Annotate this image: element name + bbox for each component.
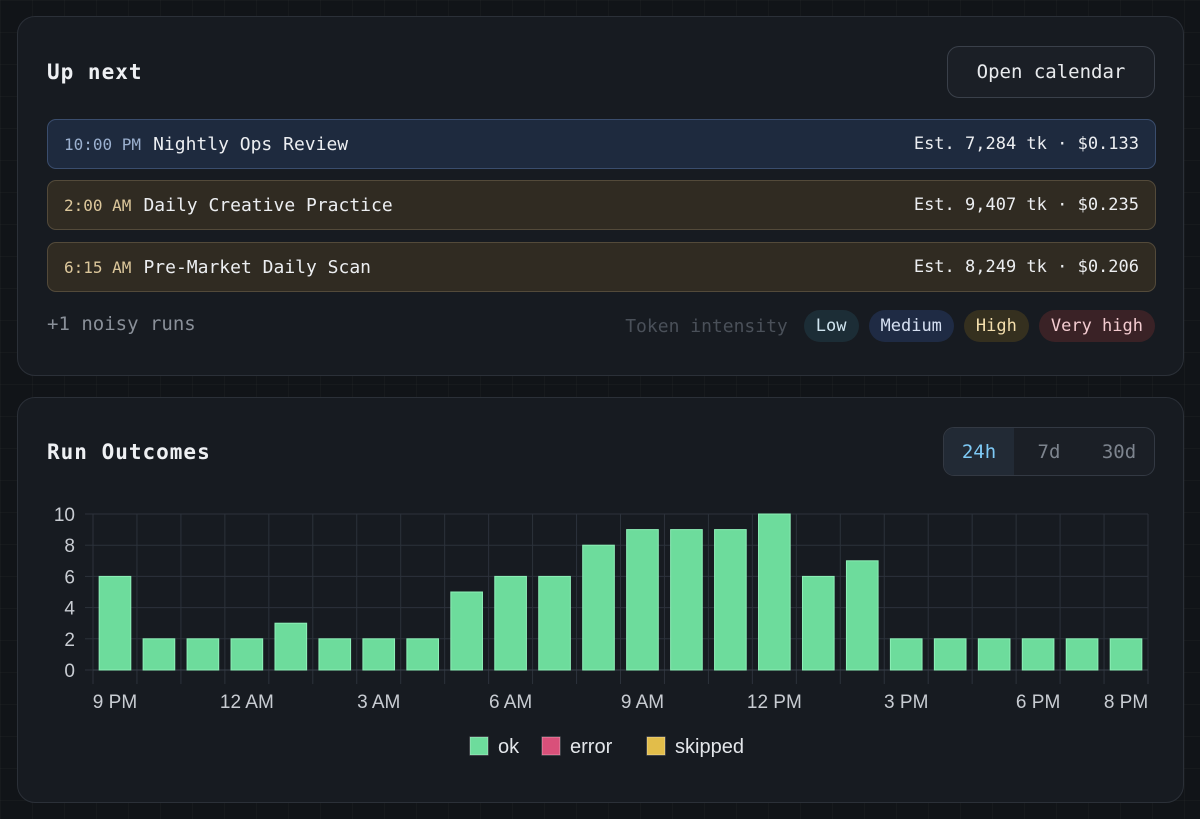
token-intensity-legend: Token intensity Low Medium High Very hig… [625, 310, 1155, 342]
bar-ok-5-pm[interactable] [977, 638, 1011, 671]
y-tick-label: 4 [64, 599, 75, 620]
event-row-nightly-ops-review[interactable]: 10:00 PM Nightly Ops Review Est. 7,284 t… [47, 119, 1156, 169]
legend-item-error[interactable]: error [541, 736, 613, 758]
bar-ok-5-am[interactable] [450, 591, 483, 671]
chart-legend[interactable]: ok error skipped [469, 736, 744, 758]
y-axis-ticks: 0 2 4 6 8 10 [54, 505, 76, 682]
bar-ok-8-am[interactable] [582, 544, 615, 671]
chart-grid [85, 513, 1149, 684]
event-estimate: Est. 9,407 tk · $0.235 [913, 195, 1139, 215]
bar-ok-6-pm[interactable] [1021, 638, 1055, 671]
bar-ok-9-pm[interactable] [98, 575, 132, 671]
up-next-card: Up next Open calendar 10:00 PM Nightly O… [17, 16, 1184, 376]
tab-7d[interactable]: 7d [1037, 440, 1061, 463]
event-name: Pre-Market Daily Scan [143, 256, 372, 278]
x-axis-ticks: 9 PM 12 AM 3 AM 6 AM 9 AM 12 PM 3 PM 6 PM 8 PM [93, 692, 1148, 713]
event-time: 6:15 AM [64, 257, 132, 277]
bar-ok-3-pm[interactable] [889, 638, 923, 671]
bar-ok-7-am[interactable] [538, 575, 571, 671]
event-name: Daily Creative Practice [143, 194, 393, 216]
legend-swatch-error [541, 736, 561, 756]
y-tick-label: 8 [64, 536, 75, 557]
x-tick-label: 8 PM [1104, 692, 1148, 713]
chart-bars [98, 513, 1143, 671]
event-time: 10:00 PM [64, 134, 142, 154]
tab-24h[interactable]: 24h [944, 428, 1014, 475]
y-tick-label: 10 [54, 505, 75, 526]
bar-ok-2-am[interactable] [318, 638, 352, 671]
bar-ok-10-pm[interactable] [142, 638, 176, 671]
bar-ok-12-pm[interactable] [758, 513, 791, 671]
x-tick-label: 6 AM [489, 692, 532, 713]
tab-30d[interactable]: 30d [1101, 440, 1137, 463]
y-tick-label: 2 [64, 630, 75, 651]
event-row-pre-market-daily-scan[interactable]: 6:15 AM Pre-Market Daily Scan Est. 8,249… [47, 242, 1156, 292]
legend-swatch-skipped [646, 736, 666, 756]
open-calendar-button[interactable]: Open calendar [947, 46, 1155, 98]
y-tick-label: 6 [64, 567, 75, 588]
x-tick-label: 3 PM [884, 692, 928, 713]
event-name: Nightly Ops Review [153, 133, 349, 155]
bar-ok-8-pm[interactable] [1109, 638, 1143, 671]
bar-ok-9-am[interactable] [626, 529, 659, 671]
range-tabs: 24h 7d 30d [943, 427, 1155, 476]
x-tick-label: 12 PM [747, 692, 802, 713]
legend-item-ok[interactable]: ok [469, 736, 520, 758]
bar-ok-4-am[interactable] [406, 638, 440, 671]
x-tick-label: 3 AM [357, 692, 400, 713]
legend-label-skipped: skipped [675, 736, 744, 758]
legend-label-error: error [570, 736, 613, 758]
event-estimate: Est. 8,249 tk · $0.206 [913, 257, 1139, 277]
bar-ok-6-am[interactable] [494, 575, 527, 671]
run-outcomes-title: Run Outcomes [47, 440, 211, 464]
bar-ok-1-am[interactable] [274, 622, 308, 671]
intensity-pill-low: Low [803, 310, 859, 342]
token-intensity-label: Token intensity [625, 315, 788, 337]
legend-swatch-ok [469, 736, 489, 756]
legend-item-skipped[interactable]: skipped [646, 736, 744, 758]
intensity-pill-high: High [963, 310, 1029, 342]
event-row-daily-creative-practice[interactable]: 2:00 AM Daily Creative Practice Est. 9,4… [47, 180, 1156, 230]
bar-ok-1-pm[interactable] [801, 575, 835, 671]
bar-ok-2-pm[interactable] [845, 560, 879, 671]
bar-ok-7-pm[interactable] [1065, 638, 1099, 671]
y-tick-label: 0 [64, 661, 75, 682]
bar-ok-3-am[interactable] [362, 638, 396, 671]
x-tick-label: 9 AM [621, 692, 664, 713]
noisy-runs-link[interactable]: +1 noisy runs [47, 313, 196, 335]
bar-ok-11-am[interactable] [714, 529, 747, 671]
intensity-pill-medium: Medium [868, 310, 954, 342]
x-tick-label: 9 PM [93, 692, 137, 713]
x-tick-label: 6 PM [1016, 692, 1060, 713]
event-time: 2:00 AM [64, 195, 132, 215]
x-tick-label: 12 AM [220, 692, 274, 713]
legend-label-ok: ok [498, 736, 520, 758]
bar-ok-4-pm[interactable] [933, 638, 967, 671]
intensity-pill-very-high: Very high [1038, 310, 1155, 342]
bar-ok-11-pm[interactable] [186, 638, 220, 671]
event-estimate: Est. 7,284 tk · $0.133 [913, 134, 1139, 154]
bar-ok-12-am[interactable] [230, 638, 264, 671]
bar-ok-10-am[interactable] [670, 529, 703, 671]
up-next-title: Up next [47, 60, 143, 84]
